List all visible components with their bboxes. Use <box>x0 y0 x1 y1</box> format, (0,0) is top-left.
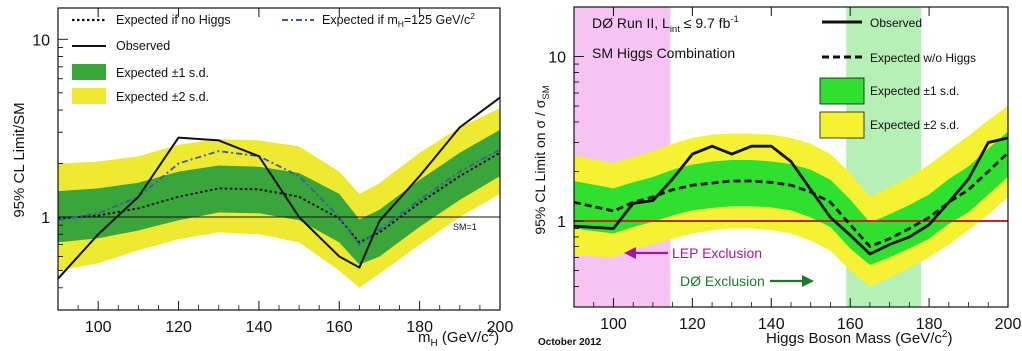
right-y-axis-label: 95% CL Limit on σ / σSM <box>532 85 552 234</box>
x-tick-label: 140 <box>246 319 273 336</box>
lep-exclusion-annotation: LEP Exclusion <box>624 245 762 261</box>
y-tick-label: 10 <box>32 32 50 49</box>
left-legend: Expected if no Higgs Expected if mH=125 … <box>72 11 475 104</box>
x-tick-label: 200 <box>995 316 1022 333</box>
right-title-line1: DØ Run II, Lint ≤ 9.7 fb-1 <box>592 14 739 35</box>
lep-exclusion-label: LEP Exclusion <box>672 245 762 261</box>
right-series-lines <box>573 136 1009 256</box>
x-tick-label: 100 <box>600 316 627 333</box>
right-legend: Observed Expected w/o Higgs Expected ±1 … <box>819 16 976 139</box>
y-tick-label: 10 <box>548 50 566 67</box>
left-x-axis-label: mH (GeV/c2) <box>418 328 499 349</box>
left-chart: 100 120 140 160 180 200 1 10 95% CL Limit/SM mH… <box>11 7 513 349</box>
x-tick-label: 160 <box>837 316 864 333</box>
series-line-expected-w-o-higgs <box>573 151 1009 248</box>
legend-label-band1: Expected ±1 s.d. <box>116 66 209 80</box>
legend-label-expected-mh125: Expected if mH=125 GeV/c2 <box>322 11 475 29</box>
right-ticks: 100 120 140 160 180 200 1 10 <box>548 6 1022 333</box>
legend-label-band2: Expected ±2 s.d. <box>116 90 209 104</box>
d0-arrow-head <box>802 275 814 287</box>
legend-label-expected-r: Expected w/o Higgs <box>870 51 976 65</box>
legend-swatch-band1 <box>72 64 106 80</box>
d0-exclusion-annotation: DØ Exclusion <box>680 273 814 289</box>
x-tick-label: 100 <box>85 319 112 336</box>
right-date-label: October 2012 <box>538 337 602 348</box>
x-tick-label: 180 <box>916 316 943 333</box>
x-tick-label: 120 <box>165 319 192 336</box>
left-bands <box>58 108 500 288</box>
series-line-observed <box>573 136 1009 256</box>
legend-label-band2-r: Expected ±2 s.d. <box>870 118 959 132</box>
x-tick-label: 180 <box>406 319 433 336</box>
legend-label-expected-no-higgs: Expected if no Higgs <box>116 13 231 27</box>
left-ticks: 100 120 140 160 180 200 1 10 <box>32 8 513 336</box>
series-line-expected-if-no-higgs <box>57 151 501 244</box>
lep-arrow-head <box>624 247 636 259</box>
legend-swatch-band2-r <box>819 111 865 139</box>
legend-swatch-band2 <box>72 88 106 104</box>
band-expected-1-s-d- <box>58 129 500 265</box>
x-tick-label: 120 <box>679 316 706 333</box>
d0-exclusion-label: DØ Exclusion <box>680 273 765 289</box>
legend-label-band1-r: Expected ±1 s.d. <box>870 84 959 98</box>
y-tick-label: 1 <box>41 210 50 227</box>
legend-label-observed: Observed <box>116 39 170 53</box>
left-series-lines <box>57 96 501 280</box>
y-tick-label: 1 <box>557 214 566 231</box>
right-chart: 100 120 140 160 180 200 1 10 DØ Run II, Lint ≤ … <box>532 6 1022 348</box>
legend-swatch-band1-r <box>819 77 865 105</box>
left-y-axis-label: 95% CL Limit/SM <box>11 102 28 217</box>
band-expected-1-s-d- <box>574 131 1008 266</box>
legend-label-observed-r: Observed <box>870 16 922 30</box>
x-tick-label: 160 <box>326 319 353 336</box>
x-tick-label: 140 <box>758 316 785 333</box>
x-tick-label: 200 <box>487 319 514 336</box>
right-x-axis-label: Higgs Boson Mass (GeV/c2) <box>766 329 952 347</box>
right-title-line2: SM Higgs Combination <box>592 45 735 61</box>
series-line-observed <box>57 96 501 280</box>
left-sm-reference-label: SM=1 <box>453 222 477 232</box>
